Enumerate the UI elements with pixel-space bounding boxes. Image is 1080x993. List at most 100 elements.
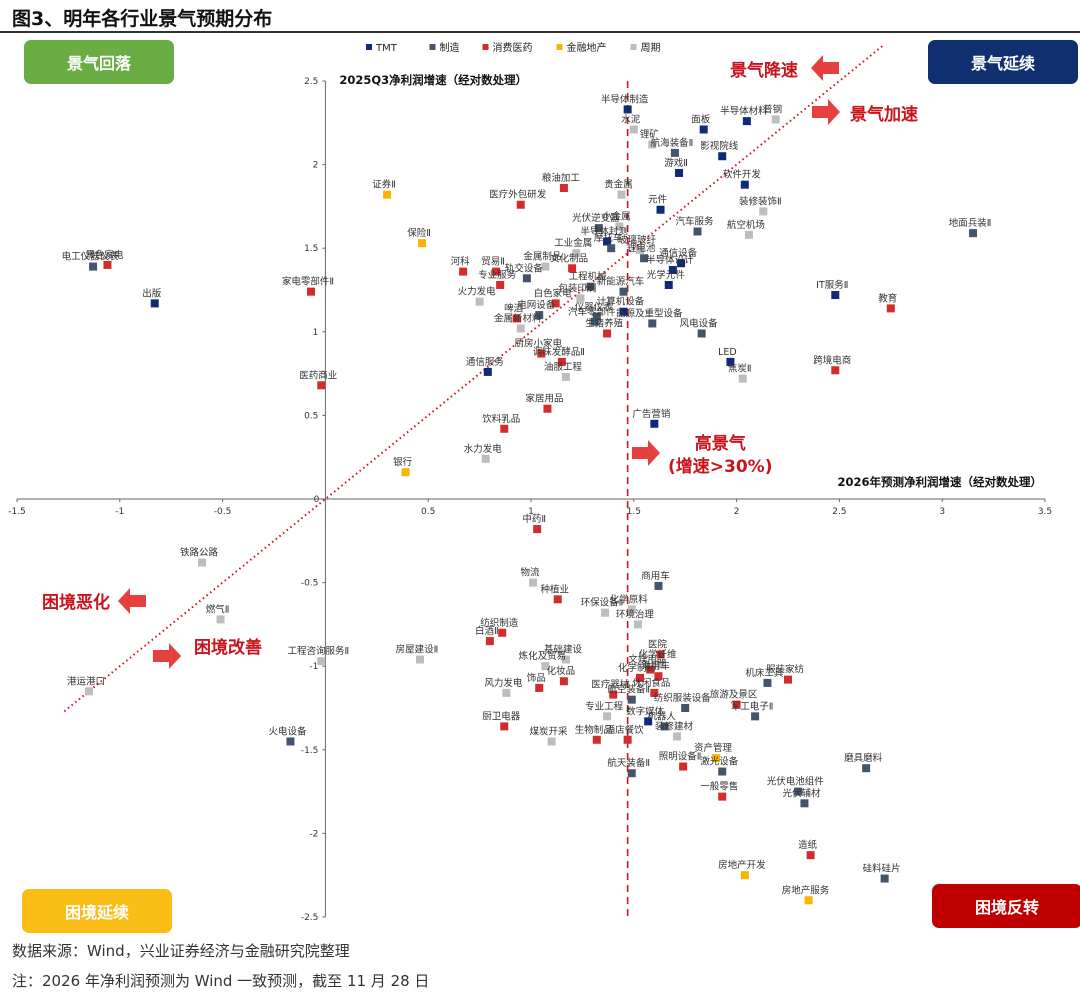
x-tick-label: 3.5 — [1038, 507, 1052, 517]
data-point-label: 房地产服务 — [782, 884, 830, 896]
figure-title: 图3、明年各行业景气预期分布 — [12, 8, 273, 30]
data-point — [537, 349, 546, 358]
data-point — [522, 274, 531, 283]
data-point — [675, 168, 684, 177]
data-point-label: 医院 — [648, 638, 668, 650]
data-point — [668, 265, 677, 274]
data-point-label: 炼化及贸易 — [519, 650, 567, 662]
data-point — [498, 628, 507, 637]
data-point-label: 家居用品 — [525, 393, 563, 405]
y-tick-label: -1.5 — [301, 746, 319, 756]
data-point — [862, 764, 871, 773]
data-point — [664, 280, 673, 289]
data-point — [794, 787, 803, 796]
x-tick-label: -0.5 — [214, 507, 232, 517]
data-point — [969, 229, 978, 238]
data-point-label: 航天装备Ⅱ — [607, 757, 650, 769]
data-point — [732, 700, 741, 709]
data-point-label: 装修装饰Ⅱ — [739, 195, 782, 207]
data-point-label: 厨卫电器 — [482, 710, 521, 722]
data-point-label: 包装印刷 — [558, 282, 596, 294]
data-point — [617, 190, 626, 199]
data-point — [401, 468, 410, 477]
data-point — [648, 140, 657, 149]
data-point — [592, 735, 601, 744]
data-point-label: 中药Ⅱ — [522, 513, 546, 525]
data-point-label: 轨交设备 — [505, 262, 544, 274]
legend-marker-消费医药 — [482, 44, 489, 50]
data-point — [654, 581, 663, 590]
x-tick-label: 2.5 — [832, 507, 846, 517]
data-point — [759, 207, 768, 216]
data-point — [627, 769, 636, 778]
data-point-label: 机床工具 — [745, 667, 784, 679]
legend-label: 制造 — [440, 41, 460, 54]
data-point-label: 机器人 — [647, 710, 676, 722]
data-point — [561, 655, 570, 664]
data-point — [609, 690, 618, 699]
data-point — [516, 200, 525, 209]
data-point — [496, 280, 505, 289]
data-point-label: 家电零部件Ⅱ — [282, 276, 334, 288]
data-point-label: 游戏Ⅱ — [664, 157, 688, 169]
data-point — [640, 254, 649, 263]
data-point-label: 激光设备 — [700, 756, 739, 768]
data-point — [603, 329, 612, 338]
data-point — [718, 767, 727, 776]
data-point-label: 广告营销 — [632, 408, 671, 420]
data-point-label: 面板 — [691, 113, 711, 125]
data-point — [623, 735, 632, 744]
x-axis-title: 2026年预测净利润增速（经对数处理） — [837, 475, 1042, 489]
annotation-improve: 困境改善 — [194, 633, 262, 658]
data-point-label: 软件开发 — [723, 169, 762, 181]
data-point — [712, 754, 721, 763]
data-point — [607, 244, 616, 253]
data-point — [512, 314, 521, 323]
data-point — [726, 357, 735, 366]
diagonal-reference-line — [63, 43, 886, 713]
data-point — [804, 896, 813, 905]
data-point-label: 基础建设 — [544, 644, 583, 656]
data-point-label: 黑色家电 — [85, 249, 124, 261]
data-point — [763, 678, 772, 687]
data-point-label: 医疗外包研发 — [489, 189, 547, 201]
data-point-label: 港运港口 — [67, 675, 105, 687]
data-point-label: 房地产开发 — [718, 859, 766, 871]
data-point-label: 能源及重型设备 — [616, 307, 683, 319]
data-point — [672, 732, 681, 741]
data-point — [660, 722, 669, 731]
data-point-label: 焦炭Ⅱ — [728, 363, 752, 375]
data-point-label: 通信设备 — [659, 247, 698, 259]
data-point — [886, 304, 895, 313]
legend-label: 周期 — [641, 42, 661, 54]
data-point-label: 普钢 — [763, 103, 782, 115]
data-point-label: 服装家纺 — [766, 664, 805, 676]
data-point — [648, 319, 657, 328]
origin-label: 0 — [314, 495, 320, 505]
data-point-label: 玻璃玻纤 — [618, 234, 657, 246]
data-point-label: 纺织制造 — [480, 617, 519, 629]
data-point-label: 汽车服务 — [676, 215, 715, 227]
data-point-label: 半导体设计 — [646, 254, 694, 266]
data-point — [535, 311, 544, 320]
annotation-worsen: 困境恶化 — [42, 588, 110, 613]
x-tick-label: 2 — [734, 507, 740, 517]
data-point-label: 化学制药 — [618, 662, 656, 674]
data-point-label: 光伏电池组件 — [767, 776, 825, 788]
data-point-label: 贸易Ⅱ — [481, 256, 505, 268]
data-point — [529, 578, 538, 587]
data-point-label: 文化制品 — [550, 252, 588, 264]
annotation-decline: 景气降速 — [730, 56, 798, 81]
data-point — [541, 262, 550, 271]
data-point-label: 乘用车 — [641, 660, 670, 672]
data-point-label: 小金属 — [602, 210, 631, 222]
data-point-label: 商用车 — [641, 570, 670, 582]
data-point — [586, 282, 595, 291]
data-point-label: 汽车零部件 — [568, 306, 616, 318]
data-point-label: 风力发电 — [484, 677, 523, 689]
footnote: 注：2026 年净利润预测为 Wind 一致预测，截至 11 月 28 日 — [12, 972, 430, 990]
data-point-label: 电网设备 — [517, 299, 556, 311]
data-point — [633, 620, 642, 629]
data-point-label: 种植业 — [540, 583, 569, 595]
data-point — [603, 237, 612, 246]
